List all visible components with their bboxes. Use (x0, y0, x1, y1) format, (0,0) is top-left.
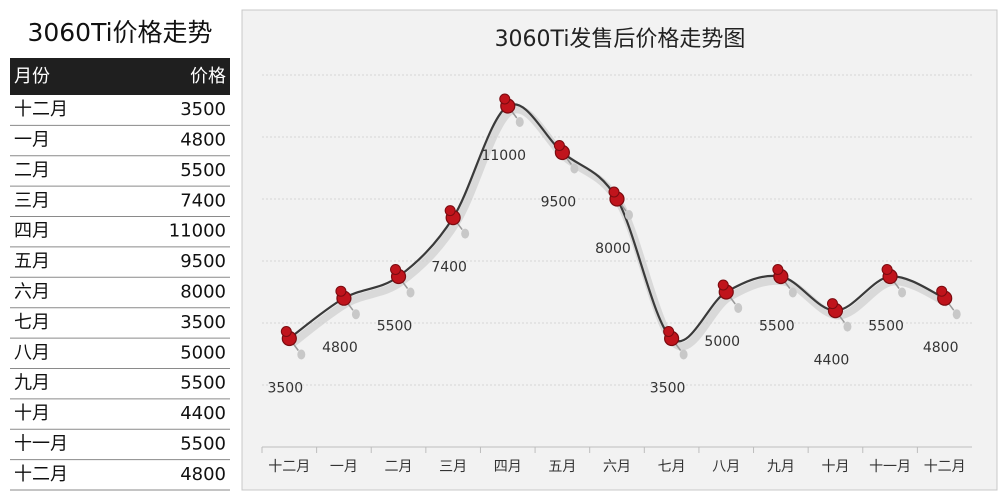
data-label: 4800 (923, 340, 959, 356)
data-label: 4800 (322, 340, 358, 356)
pin-shadow (461, 228, 470, 239)
pin-head (663, 326, 675, 337)
pin-shadow (952, 309, 961, 320)
table-cell: 4800 (180, 130, 226, 151)
pin-head (280, 326, 292, 337)
x-tick-label: 一月 (330, 459, 358, 475)
data-label: 4400 (814, 353, 850, 369)
pin-head (390, 264, 402, 275)
table-cell: 十一月 (14, 433, 68, 454)
x-tick-label: 六月 (603, 459, 631, 475)
pin-head (553, 140, 565, 151)
table-cell: 六月 (14, 282, 50, 303)
table-cell: 七月 (14, 312, 50, 333)
data-label: 5500 (759, 319, 795, 335)
table-cell: 4800 (180, 464, 226, 485)
data-label: 5000 (704, 334, 740, 350)
pin-head (444, 205, 456, 217)
x-tick-label: 三月 (439, 459, 467, 475)
table-cell: 一月 (14, 130, 50, 151)
chart-title: 3060Ti发售后价格走势图 (495, 27, 746, 52)
table-cell: 8000 (180, 282, 226, 303)
x-tick-label: 十一月 (869, 459, 911, 475)
data-label: 3500 (267, 381, 303, 397)
pin-shadow (406, 287, 415, 298)
data-label: 11000 (481, 148, 526, 164)
x-tick-label: 十月 (821, 459, 849, 475)
pin-shadow (898, 287, 907, 298)
table-cell: 十月 (14, 403, 50, 424)
pin-shadow (679, 349, 688, 360)
pin-head (826, 298, 838, 310)
table-cell: 3500 (180, 99, 226, 120)
pin-head (936, 285, 948, 297)
table-cell: 二月 (14, 160, 50, 181)
pin-shadow (625, 210, 633, 220)
header-cell: 价格 (190, 66, 226, 87)
pin-shadow (788, 287, 797, 298)
table-body: 十二月 3500 一月 4800 二月 5500 三月 7400 四月 11000 五月 9500 六月… (10, 99, 230, 491)
data-label: 5500 (377, 319, 413, 335)
table-cell: 9500 (180, 251, 226, 272)
table-header (10, 58, 230, 95)
table-cell: 三月 (14, 190, 50, 211)
data-label: 8000 (595, 241, 631, 257)
pin-shadow (843, 321, 852, 332)
plot: 十二月 一月 二月 三月 四月 五月 六月 七月 八月 九月 十月 十一月 十二月35004800550… (261, 74, 972, 475)
x-tick-label: 二月 (385, 459, 413, 475)
chart-panel (241, 9, 998, 491)
table-cell: 八月 (14, 342, 50, 363)
pin-head (717, 279, 729, 291)
table-cell: 十二月 (14, 464, 68, 485)
x-tick-label: 八月 (712, 459, 740, 475)
x-tick-label: 九月 (767, 459, 795, 475)
x-tick-label: 十二月 (268, 459, 310, 475)
pin-head (499, 93, 511, 105)
x-tick-label: 四月 (494, 459, 522, 475)
table-cell: 5500 (180, 160, 226, 181)
pin-shadow (570, 163, 579, 174)
table-cell: 四月 (14, 221, 50, 242)
data-label: 9500 (541, 195, 577, 211)
data-label: 3500 (650, 381, 686, 397)
table-cell: 5500 (180, 433, 226, 454)
pin-head (881, 264, 893, 275)
table-cell: 十二月 (14, 99, 68, 120)
pin-shadow (515, 117, 524, 127)
pin-head (335, 285, 347, 297)
table-cell: 3500 (180, 312, 226, 333)
table-cell: 九月 (14, 373, 50, 394)
x-tick-label: 五月 (548, 459, 576, 475)
pin-head (608, 186, 620, 198)
table-cell: 五月 (14, 251, 50, 272)
table-title: 3060Ti价格走势 (27, 18, 212, 47)
table-cell: 4400 (180, 403, 226, 424)
table-cell: 7400 (180, 190, 226, 211)
pin-shadow (734, 303, 743, 313)
x-tick-label: 十二月 (924, 459, 966, 475)
pin-head (772, 264, 784, 275)
data-label: 5500 (868, 319, 904, 335)
x-tick-label: 七月 (658, 459, 686, 475)
pin-shadow (351, 309, 360, 320)
table-cell: 5500 (180, 373, 226, 394)
table-cell: 11000 (169, 221, 226, 242)
header-cell: 月份 (14, 66, 50, 87)
table-cell: 5000 (180, 342, 226, 363)
data-label: 7400 (431, 260, 467, 276)
pin-shadow (297, 349, 306, 360)
